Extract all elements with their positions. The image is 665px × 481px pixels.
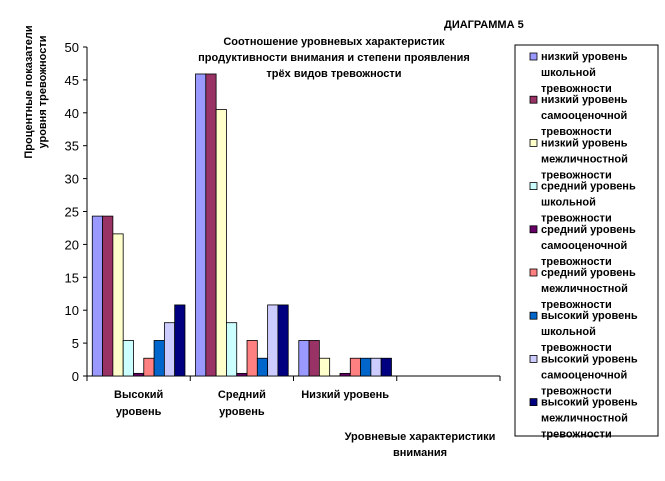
bar [349, 357, 361, 377]
y-tick-label: 20 [65, 237, 79, 252]
bars [91, 73, 392, 377]
bar [112, 233, 124, 377]
bar [370, 357, 382, 377]
legend-label: межличностной [541, 283, 628, 295]
chart-title-line: продуктивности внимания и степени проявл… [198, 52, 470, 64]
chart-title-line: трёх видов тревожности [266, 68, 401, 80]
x-tick-label: Высокий [114, 389, 163, 401]
legend-label: самооценочной [541, 369, 627, 381]
legend-label: тревожности [541, 83, 612, 95]
bar [267, 304, 279, 377]
y-tick-label: 50 [65, 40, 79, 55]
bar [246, 340, 258, 377]
legend: низкий уровеньшкольнойтревожностинизкий … [514, 44, 659, 441]
bar [277, 304, 289, 377]
bar [380, 357, 392, 377]
legend-label: самооценочной [541, 110, 627, 122]
legend-swatch [529, 138, 538, 147]
legend-label: тревожности [541, 342, 612, 354]
x-tick-label: уровень [116, 406, 162, 418]
bar [122, 340, 134, 377]
bar [318, 357, 331, 377]
legend-label: тревожности [541, 256, 612, 268]
diagram-number: ДИАГРАММА 5 [444, 19, 524, 31]
bar [133, 372, 145, 377]
legend-swatch [529, 182, 538, 191]
legend-label: тревожности [541, 385, 612, 397]
legend-swatch [529, 95, 538, 104]
bar [339, 372, 351, 377]
legend-swatch [529, 52, 538, 61]
bar [256, 357, 269, 377]
y-tick-label: 10 [65, 303, 79, 318]
y-tick-label: 35 [65, 139, 79, 154]
bar [91, 215, 103, 377]
bar [226, 322, 238, 377]
bar [153, 340, 165, 377]
legend-label: школьной [541, 67, 596, 79]
y-tick-label: 15 [65, 270, 79, 285]
y-tick-label: 30 [65, 172, 79, 187]
legend-label: самооценочной [541, 240, 627, 252]
legend-label: средний уровень [541, 224, 636, 236]
legend-label: низкий уровень [541, 94, 628, 106]
x-tick-labels: Высокий уровень Средний уровень Низкий урове… [114, 389, 389, 418]
bar [195, 73, 207, 377]
legend-label: высокий уровень [541, 397, 638, 409]
legend-label: высокий уровень [541, 353, 638, 365]
bar [298, 340, 310, 377]
legend-label: низкий уровень [541, 51, 628, 63]
y-tick-label: 5 [72, 336, 79, 351]
y-axis-label-line: уровня тревожности [37, 36, 49, 149]
legend-label: средний уровень [541, 181, 636, 193]
legend-swatch [529, 311, 538, 320]
legend-label: межличностной [541, 413, 628, 425]
legend-label: школьной [541, 326, 596, 338]
legend-label: тревожности [541, 126, 612, 138]
x-tick-label: уровень [219, 406, 265, 418]
bar [163, 322, 176, 377]
legend-label: средний уровень [541, 267, 636, 279]
bar [215, 109, 227, 377]
legend-label: тревожности [541, 169, 612, 181]
legend-label: межличностной [541, 153, 628, 165]
x-axis-label-line: Уровневые характеристики [345, 431, 496, 443]
legend-swatch [529, 225, 538, 234]
x-axis-label: Уровневые характеристики внимания [345, 431, 496, 459]
x-tick-label: Средний [218, 389, 266, 401]
bar [143, 357, 155, 377]
x-tick-label: Низкий уровень [301, 389, 389, 401]
bar [360, 357, 372, 377]
y-tick-label: 45 [65, 73, 79, 88]
x-axis-label-line: внимания [393, 447, 447, 459]
y-axis-label-line: Процентные показатели [23, 25, 35, 158]
legend-box [514, 44, 659, 437]
chart-title: Соотношение уровневых характеристик проду… [198, 36, 470, 80]
y-tick-label: 25 [65, 205, 79, 220]
chart-title-line: Соотношение уровневых характеристик [223, 36, 445, 48]
bar [174, 304, 186, 377]
bar [308, 340, 320, 377]
legend-swatch [529, 398, 538, 407]
legend-label: высокий уровень [541, 310, 638, 322]
legend-label: школьной [541, 197, 596, 209]
y-axis-label: Процентные показатели уровня тревожности [23, 25, 49, 158]
y-tick-label: 0 [72, 369, 79, 384]
legend-swatch [529, 354, 538, 363]
y-tick-label: 40 [65, 106, 79, 121]
legend-swatch [529, 268, 538, 277]
legend-label: тревожности [541, 299, 612, 311]
bar [236, 372, 248, 377]
legend-label: тревожности [541, 213, 612, 225]
legend-label: низкий уровень [541, 137, 628, 149]
legend-label: тревожности [541, 429, 612, 441]
bar [205, 73, 217, 377]
bar [102, 215, 114, 377]
